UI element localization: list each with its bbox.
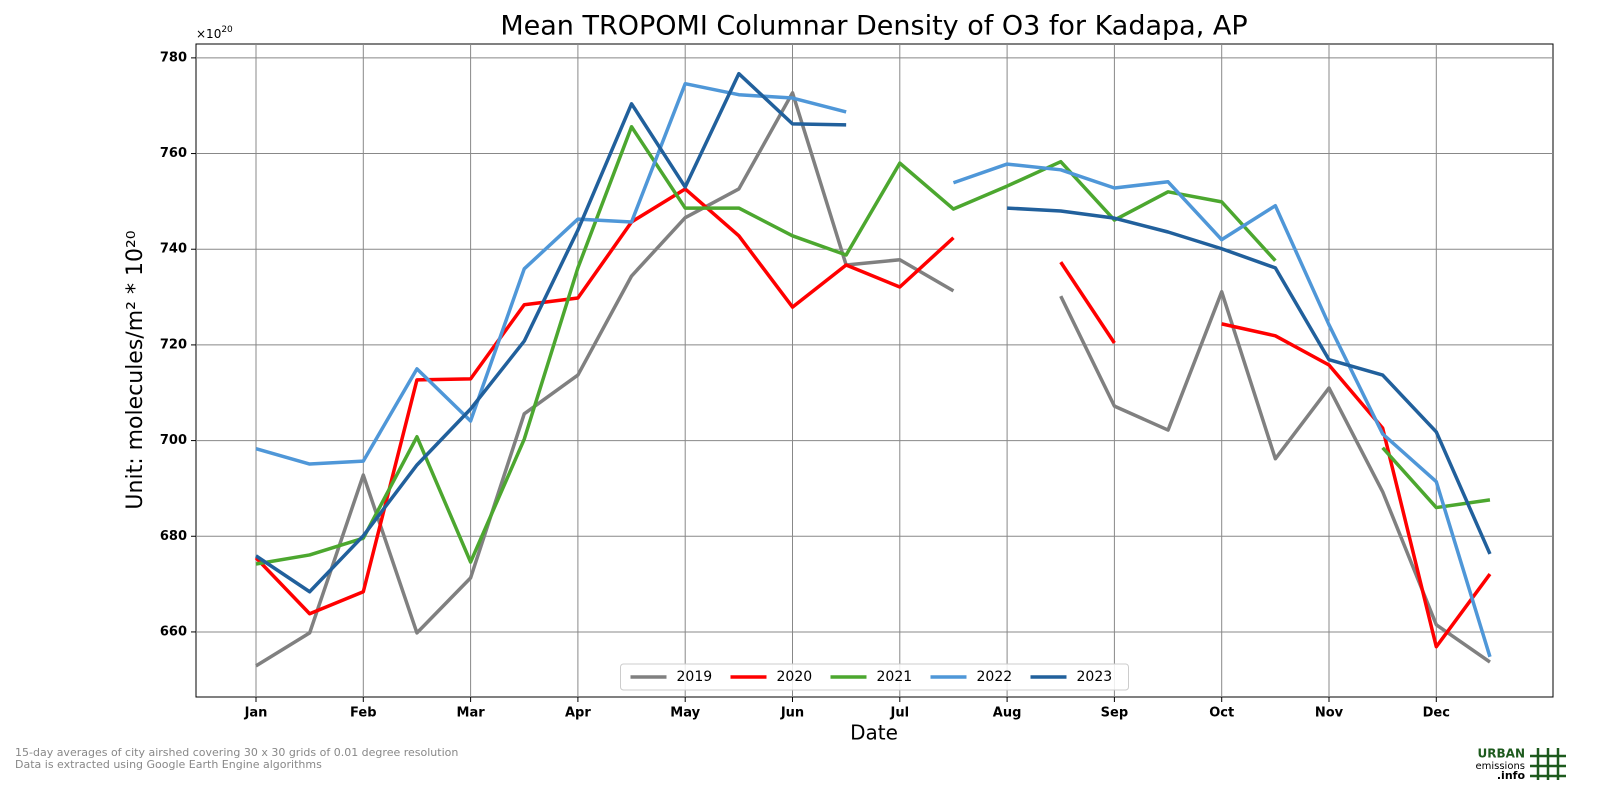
x-tick-label: Apr xyxy=(565,706,591,721)
x-tick-label: Jan xyxy=(244,706,268,721)
series-line xyxy=(1381,446,1491,510)
series-line xyxy=(1221,322,1492,649)
series-line xyxy=(254,187,955,616)
y-tick-label: 760 xyxy=(160,146,187,161)
logo-text: URBAN xyxy=(1478,747,1525,761)
legend-label: 2022 xyxy=(977,669,1013,685)
y-tick-label: 660 xyxy=(160,624,187,639)
x-tick-label: May xyxy=(670,706,700,721)
x-tick-label: Dec xyxy=(1423,706,1450,721)
legend-box xyxy=(620,663,1129,691)
x-tick-label: Nov xyxy=(1315,706,1344,721)
x-tick-label: Jul xyxy=(890,706,910,721)
legend-label: 2020 xyxy=(777,669,813,685)
footnote: 15-day averages of city airshed covering… xyxy=(15,746,458,759)
x-tick-label: Aug xyxy=(993,706,1022,721)
x-tick-label: Jun xyxy=(780,706,804,721)
logo-text: .info xyxy=(1497,769,1526,782)
legend-label: 2021 xyxy=(877,669,913,685)
legend-label: 2019 xyxy=(677,669,713,685)
y-tick-label: 780 xyxy=(160,50,187,65)
x-tick-label: Sep xyxy=(1101,706,1129,721)
y-tick-label: 740 xyxy=(160,242,187,257)
y-offset-exponent: 20 xyxy=(221,25,233,35)
legend-label: 2023 xyxy=(1077,669,1113,685)
y-offset: ×1020 xyxy=(196,25,233,41)
x-tick-label: Mar xyxy=(457,706,486,721)
x-axis-label: Date xyxy=(850,721,898,745)
series-line xyxy=(255,71,847,594)
series-line xyxy=(1059,261,1116,344)
chart-title: Mean TROPOMI Columnar Density of O3 for … xyxy=(500,11,1247,42)
series-line xyxy=(255,91,955,668)
plot-area xyxy=(195,43,1554,698)
logo-text: emissions xyxy=(1475,761,1525,772)
footnote: Data is extracted using Google Earth Eng… xyxy=(15,758,322,771)
x-tick-label: Feb xyxy=(350,706,376,721)
y-tick-label: 680 xyxy=(160,529,187,544)
series-line xyxy=(1007,206,1492,555)
x-tick-label: Oct xyxy=(1209,706,1234,721)
y-tick-label: 700 xyxy=(160,433,187,448)
logo-grid xyxy=(1530,748,1566,780)
series-line xyxy=(255,81,847,466)
y-tick-label: 720 xyxy=(160,337,187,352)
series-line xyxy=(952,162,1492,658)
y-offset-base: ×10 xyxy=(196,27,221,41)
logo: URBAN emissions .info xyxy=(1475,747,1566,782)
y-axis-label: Unit: molecules/m² * 10²⁰ xyxy=(123,230,148,509)
